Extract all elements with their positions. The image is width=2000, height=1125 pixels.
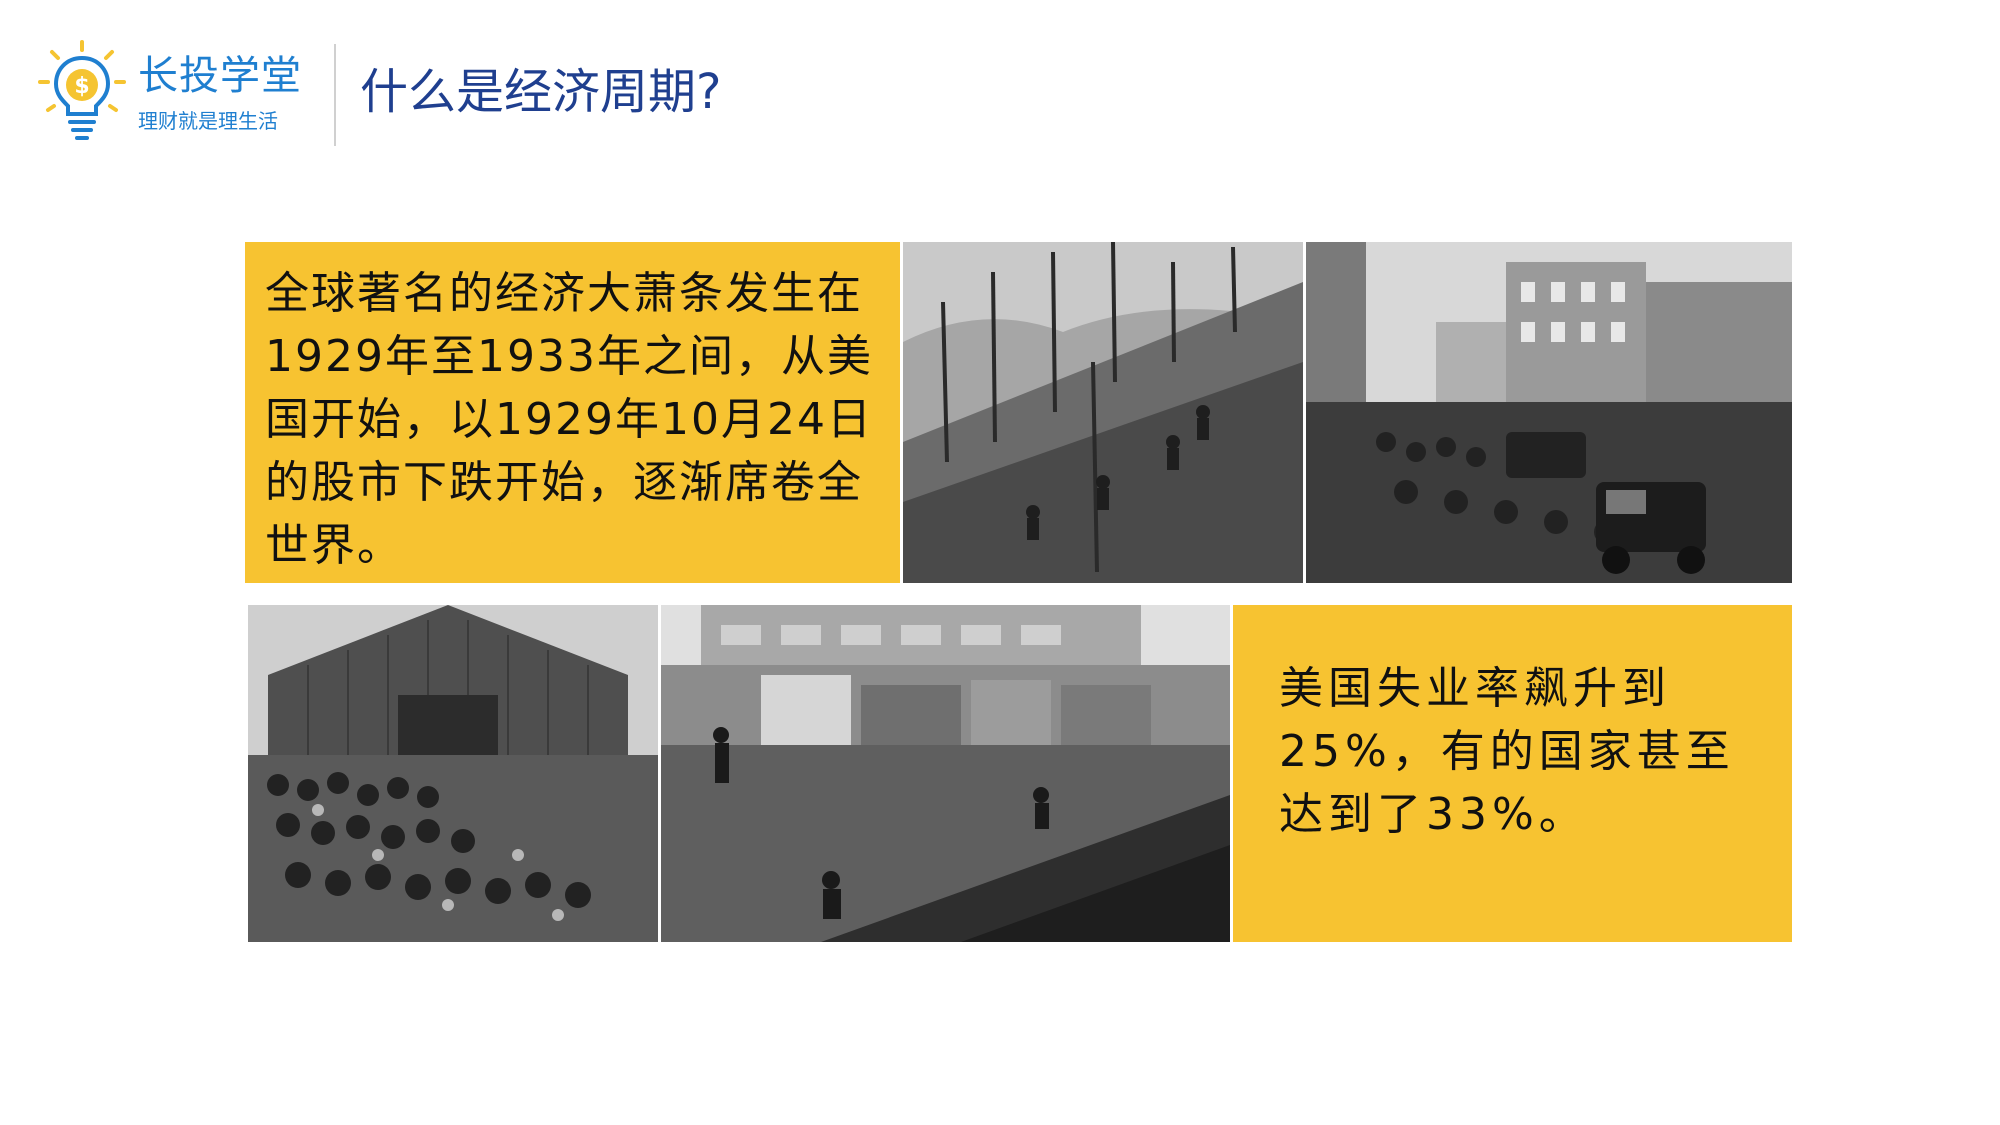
photo-shantytown-waterfront	[661, 605, 1230, 942]
unemployment-text-box: 美国失业率飙升到25%，有的国家甚至达到了33%。	[1233, 605, 1792, 942]
brand-slogan: 理财就是理生活	[138, 109, 278, 133]
intro-text-box: 全球著名的经济大萧条发生在1929年至1933年之间，从美国开始，以1929年1…	[245, 242, 900, 583]
brand-logo: $ 长投学堂 理财就是理生活	[36, 38, 336, 148]
intro-text: 全球著名的经济大萧条发生在1929年至1933年之间，从美国开始，以1929年1…	[265, 268, 873, 571]
svg-text:$: $	[74, 74, 89, 99]
photo-street-crowd	[1306, 242, 1792, 583]
brand-name: 长投学堂	[138, 53, 302, 99]
lightbulb-dollar-icon: $	[36, 38, 128, 142]
unemployment-text: 美国失业率飙升到25%，有的国家甚至达到了33%。	[1279, 663, 1735, 840]
photo-hillside-workers	[903, 242, 1303, 583]
header-divider	[334, 44, 336, 146]
photo-crowd-at-barn	[248, 605, 658, 942]
page-title: 什么是经济周期?	[360, 64, 722, 120]
